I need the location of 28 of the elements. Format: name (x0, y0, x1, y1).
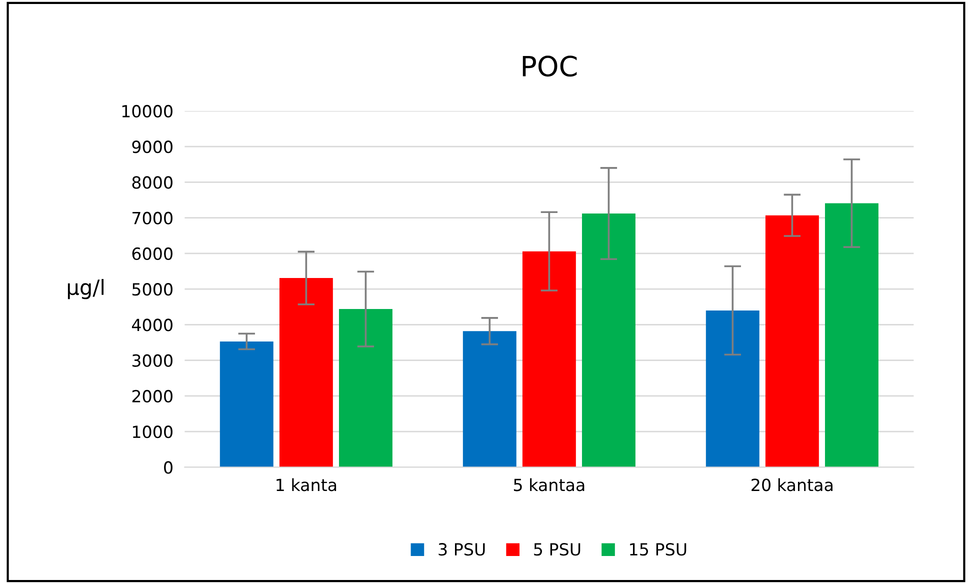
legend-label: 5 PSU (534, 543, 580, 556)
x-tick-label: 5 kantaa (514, 478, 584, 492)
y-tick-label: 9000 (132, 140, 172, 154)
y-tick-label: 2000 (132, 390, 172, 403)
y-tick-label: 10000 (122, 104, 172, 118)
bar (220, 341, 274, 468)
y-tick-label: 6000 (132, 247, 172, 260)
bar (765, 215, 819, 468)
bar (338, 309, 392, 468)
bar (279, 278, 333, 468)
y-tick-label: 5000 (132, 283, 172, 296)
bar (462, 331, 516, 468)
bar (706, 310, 760, 468)
y-tick-label: 4000 (132, 318, 172, 332)
bar (582, 214, 636, 468)
x-tick-label: 1 kanta (276, 478, 336, 492)
bar (824, 203, 878, 468)
y-axis-title: µg/l (68, 279, 104, 300)
y-tick-label: 8000 (132, 176, 172, 189)
chart-title: POC (522, 56, 577, 77)
y-tick-label: 3000 (132, 354, 172, 367)
y-tick-label: 1000 (132, 426, 172, 438)
x-tick-label: 20 kantaa (752, 478, 832, 492)
y-tick-label: 0 (164, 461, 172, 474)
y-tick-label: 7000 (132, 212, 172, 224)
bar (522, 251, 576, 468)
legend-label: 3 PSU (438, 543, 485, 556)
legend-label: 15 PSU (630, 543, 686, 556)
